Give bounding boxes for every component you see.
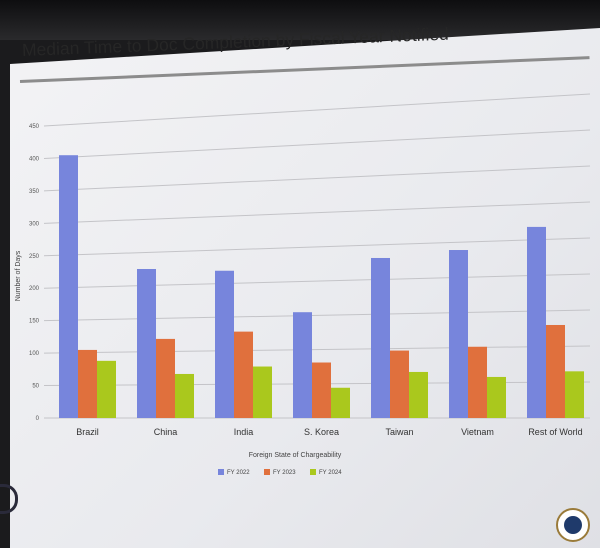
gridline xyxy=(43,237,591,257)
y-tick-label: 300 xyxy=(29,221,40,227)
gridline xyxy=(43,165,591,192)
bar-fy-2022 xyxy=(215,270,234,418)
x-tick-label: India xyxy=(234,427,254,437)
x-tick-label: S. Korea xyxy=(304,427,339,437)
bar-fy-2024 xyxy=(97,360,116,418)
gridline xyxy=(43,345,591,354)
gridline xyxy=(43,93,591,127)
department-seal xyxy=(556,508,590,542)
bar-fy-2023 xyxy=(546,324,565,418)
bar-fy-2022 xyxy=(371,257,390,418)
gridline xyxy=(43,129,591,159)
x-tick-label: Vietnam xyxy=(461,427,494,437)
y-tick-label: 450 xyxy=(29,124,40,130)
y-tick-label: 350 xyxy=(29,189,40,195)
bar-fy-2024 xyxy=(409,371,428,418)
y-tick-label: 250 xyxy=(29,254,40,260)
legend: FY 2022 FY 2023 FY 2024 xyxy=(218,469,342,476)
gridline xyxy=(43,273,591,289)
y-tick-label: 50 xyxy=(32,384,39,390)
bar-fy-2023 xyxy=(234,331,253,418)
bar-fy-2022 xyxy=(449,250,468,418)
x-tick-label: Brazil xyxy=(76,427,99,437)
presentation-slide xyxy=(10,28,600,548)
x-tick-label: Rest of World xyxy=(528,427,582,437)
bar-fy-2023 xyxy=(156,338,175,418)
y-axis-label: Number of Days xyxy=(15,250,22,301)
y-tick-label: 150 xyxy=(29,319,40,325)
bars xyxy=(59,155,584,418)
bar-fy-2023 xyxy=(468,346,487,418)
x-axis-ticks: Brazil China India S. Korea Taiwan Vietnam Res… xyxy=(76,427,582,437)
legend-label: FY 2023 xyxy=(273,470,296,476)
logo-mark xyxy=(0,484,18,514)
x-axis-label: Foreign State of Chargeability xyxy=(249,452,342,459)
x-tick-label: Taiwan xyxy=(385,427,413,437)
legend-swatch xyxy=(218,469,224,475)
room-background xyxy=(0,0,600,40)
bar-fy-2024 xyxy=(565,371,584,418)
bar-fy-2024 xyxy=(487,376,506,418)
legend-swatch xyxy=(310,469,316,475)
bar-fy-2022 xyxy=(527,226,546,418)
bar-fy-2024 xyxy=(175,373,194,418)
y-axis-ticks: 0 50 100 150 200 250 300 350 400 450 xyxy=(29,124,40,422)
legend-swatch xyxy=(264,469,270,475)
y-tick-label: 200 xyxy=(29,286,40,292)
x-tick-label: China xyxy=(154,427,178,437)
bar-fy-2023 xyxy=(78,349,97,418)
legend-label: FY 2024 xyxy=(319,470,342,476)
bar-fy-2024 xyxy=(253,366,272,418)
y-tick-label: 0 xyxy=(36,416,40,422)
y-tick-label: 400 xyxy=(29,156,40,162)
bar-fy-2023 xyxy=(390,350,409,418)
bar-fy-2024 xyxy=(331,387,350,418)
bar-fy-2022 xyxy=(137,268,156,418)
gridline xyxy=(43,309,591,322)
y-tick-label: 100 xyxy=(29,351,40,357)
bar-fy-2022 xyxy=(59,155,78,418)
legend-label: FY 2022 xyxy=(227,470,250,476)
gridline xyxy=(43,201,591,224)
bar-fy-2023 xyxy=(312,362,331,418)
bar-fy-2022 xyxy=(293,312,312,418)
gridlines xyxy=(43,93,591,419)
